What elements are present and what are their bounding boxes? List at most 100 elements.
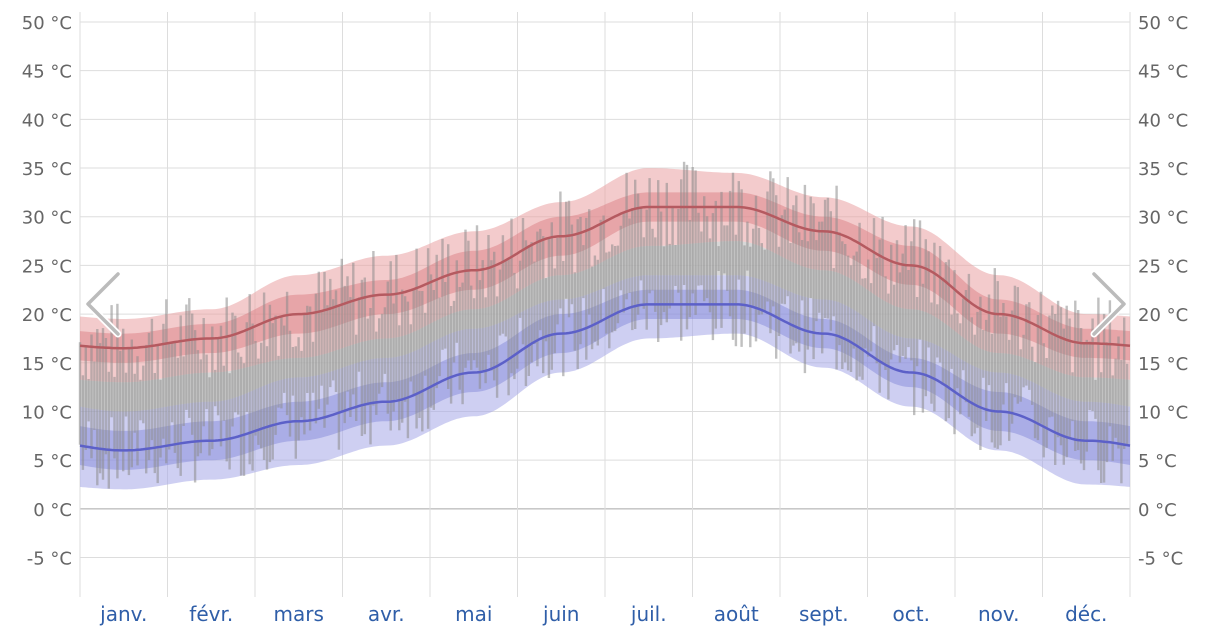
daily-bar	[777, 246, 781, 336]
daily-bar	[844, 244, 847, 363]
daily-bar	[326, 305, 329, 405]
daily-bar	[553, 268, 556, 354]
y-tick-left-4: 30 °C	[22, 208, 72, 229]
daily-bar	[731, 172, 735, 340]
daily-bar	[642, 237, 645, 309]
daily-bar	[775, 195, 778, 359]
daily-bar	[970, 317, 973, 437]
daily-bar	[550, 222, 553, 370]
daily-bar	[130, 339, 133, 468]
daily-bar	[314, 293, 318, 424]
daily-bar	[389, 261, 392, 431]
daily-bar	[907, 270, 910, 348]
daily-bar	[487, 235, 490, 355]
daily-bar	[872, 218, 876, 327]
daily-bar	[1111, 375, 1114, 461]
max-mean-line	[79, 205, 1131, 350]
daily-bar	[743, 245, 746, 334]
daily-bar	[415, 248, 418, 429]
daily-bar	[239, 356, 243, 476]
daily-bar	[619, 225, 622, 291]
daily-bar	[841, 241, 844, 369]
daily-bar	[363, 277, 366, 435]
y-tick-left-11: -5 °C	[27, 549, 72, 570]
daily-bar	[133, 373, 136, 433]
daily-bar	[789, 243, 792, 354]
daily-bar	[892, 284, 896, 351]
daily-bar	[933, 242, 936, 412]
daily-bar	[539, 228, 542, 331]
daily-bar	[1120, 359, 1123, 484]
y-tick-right-5: 25 °C	[1138, 256, 1188, 277]
daily-bar	[1010, 310, 1014, 424]
daily-bar	[521, 218, 525, 345]
daily-bar	[769, 171, 772, 334]
daily-bar	[87, 379, 90, 422]
daily-bar	[432, 290, 435, 410]
daily-bar	[542, 236, 545, 374]
daily-bar	[938, 246, 942, 363]
daily-bar	[556, 237, 559, 325]
daily-bar	[962, 298, 965, 371]
daily-bar	[470, 285, 473, 370]
daily-bar	[930, 302, 933, 404]
daily-bar	[501, 235, 505, 334]
chevron-left-icon[interactable]	[84, 270, 122, 338]
daily-bar	[562, 261, 565, 377]
daily-bar	[168, 344, 171, 450]
min-band-inner	[80, 289, 1130, 470]
daily-bar	[1042, 343, 1045, 458]
daily-bar	[582, 245, 585, 299]
daily-bar	[145, 344, 148, 474]
daily-bar	[441, 238, 444, 350]
daily-bar	[979, 296, 982, 450]
daily-bar	[274, 315, 277, 435]
month-label-0: janv.	[99, 602, 147, 626]
daily-bar	[576, 219, 579, 369]
daily-bar	[1056, 300, 1060, 438]
daily-bar	[228, 373, 231, 470]
min-mean-line	[79, 303, 1131, 452]
month-label-6: juil.	[630, 602, 667, 626]
daily-bar	[987, 294, 991, 386]
daily-bar	[107, 371, 110, 489]
daily-bar	[81, 375, 85, 470]
daily-bar	[1048, 315, 1051, 418]
daily-bar	[821, 221, 824, 354]
daily-bar	[153, 373, 156, 474]
y-tick-right-2: 40 °C	[1138, 110, 1188, 131]
daily-bar	[1094, 379, 1097, 419]
daily-bar	[349, 297, 352, 417]
daily-bar	[772, 178, 775, 307]
y-tick-left-5: 25 °C	[22, 256, 72, 277]
daily-bar	[518, 260, 522, 318]
daily-bar	[516, 288, 519, 369]
daily-bar	[346, 276, 349, 392]
chevron-right-icon[interactable]	[1090, 270, 1128, 338]
daily-bar	[527, 245, 530, 376]
daily-bar	[530, 242, 533, 363]
daily-bar	[352, 262, 355, 395]
daily-bar	[964, 290, 968, 403]
daily-bar	[401, 289, 404, 423]
daily-bar	[898, 272, 902, 363]
daily-bar	[495, 296, 499, 398]
daily-bar	[173, 342, 177, 453]
daily-bar	[737, 181, 740, 280]
daily-bar	[380, 313, 384, 388]
daily-bar	[461, 282, 464, 405]
daily-bar	[1062, 328, 1065, 465]
daily-bar	[182, 356, 185, 426]
daily-bar	[1105, 342, 1109, 463]
daily-bar	[248, 294, 251, 465]
daily-bar	[818, 221, 821, 313]
daily-bar	[806, 241, 809, 350]
daily-bar	[608, 251, 611, 349]
daily-bar	[694, 170, 697, 315]
daily-bar	[613, 246, 617, 332]
daily-bar	[956, 313, 959, 389]
y-tick-left-3: 35 °C	[22, 159, 72, 180]
y-axis-left: 50 °C 45 °C 40 °C 35 °C 30 °C 25 °C 20 °C 15 °C…	[22, 13, 72, 570]
daily-bar	[662, 246, 666, 313]
daily-bar	[829, 211, 832, 331]
